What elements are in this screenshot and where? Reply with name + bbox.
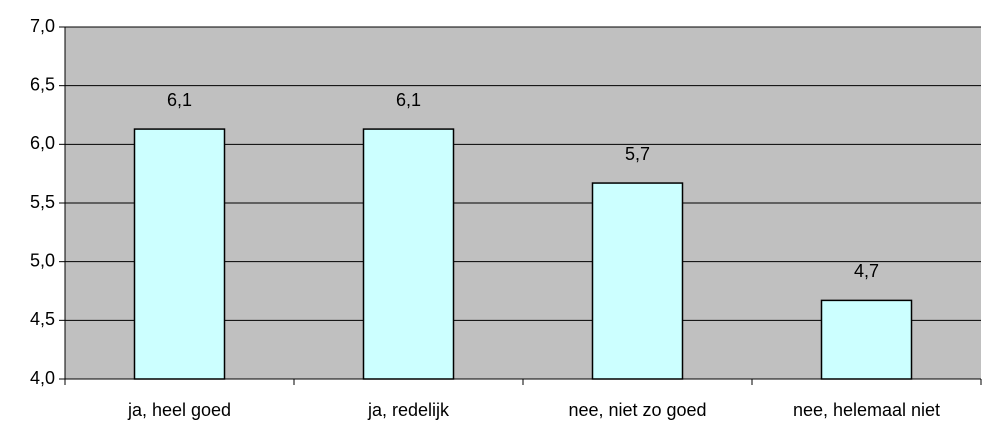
y-tick-label: 5,5 [30,192,55,212]
value-label: 6,1 [167,90,192,110]
x-tick-label: nee, helemaal niet [793,400,940,420]
y-tick-label: 5,0 [30,250,55,270]
x-tick-label: nee, niet zo goed [568,400,706,420]
bar [362,128,455,380]
value-label: 6,1 [396,90,421,110]
value-label: 4,7 [854,261,879,281]
x-tick-label: ja, redelijk [367,400,450,420]
x-tick-label: ja, heel goed [127,400,231,420]
value-label: 5,7 [625,144,650,164]
bar [591,182,684,380]
y-tick-label: 4,0 [30,368,55,388]
y-tick-label: 4,5 [30,309,55,329]
y-tick-label: 6,0 [30,133,55,153]
bar [820,299,913,380]
bar [133,128,226,380]
y-tick-label: 6,5 [30,74,55,94]
y-tick-label: 7,0 [30,16,55,36]
